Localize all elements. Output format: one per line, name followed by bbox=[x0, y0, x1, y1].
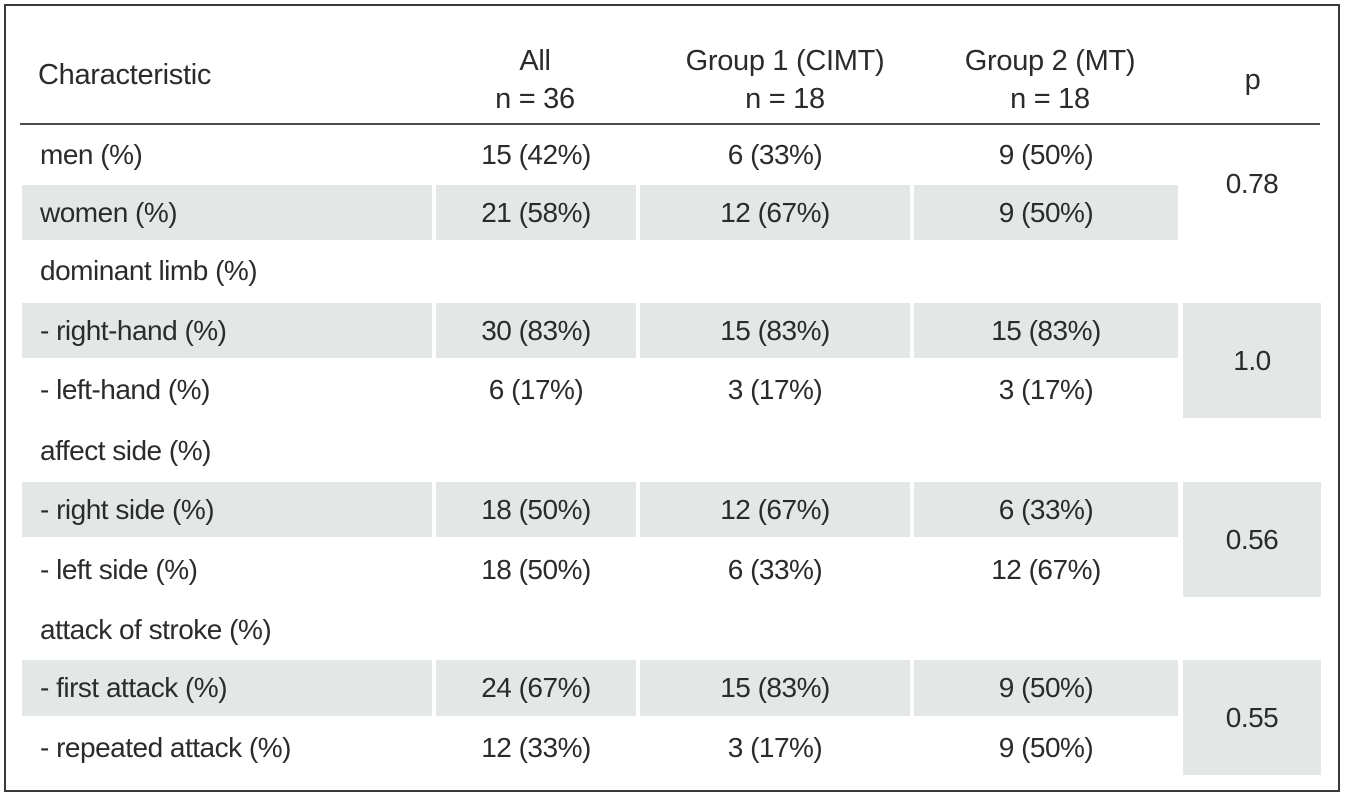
cell-group1: 12 (67%) bbox=[640, 482, 910, 537]
cell-all: 30 (83%) bbox=[436, 303, 636, 358]
cell-group1: 15 (83%) bbox=[640, 660, 910, 716]
cell-group2: 3 (17%) bbox=[998, 373, 1094, 405]
header-group2-title: Group 2 (MT) bbox=[964, 45, 1136, 77]
cell-group2: 9 (50%) bbox=[914, 185, 1178, 240]
header-p: p bbox=[1185, 40, 1320, 120]
cell-group1: 3 (17%) bbox=[727, 373, 823, 405]
header-group1-title: Group 1 (CIMT) bbox=[685, 45, 885, 77]
cell-group2: 6 (33%) bbox=[914, 482, 1178, 537]
cell-all: 18 (50%) bbox=[481, 553, 591, 585]
p-value: 0.55 bbox=[1183, 660, 1321, 775]
row-label: - left side (%) bbox=[40, 553, 198, 585]
row-label: women (%) bbox=[22, 185, 432, 240]
cell-group1: 12 (67%) bbox=[640, 185, 910, 240]
cell-group2: 9 (50%) bbox=[998, 731, 1094, 763]
cell-all: 12 (33%) bbox=[481, 731, 591, 763]
row-label: - first attack (%) bbox=[22, 660, 432, 716]
cell-group2: 9 (50%) bbox=[914, 660, 1178, 716]
cell-all: 15 (42%) bbox=[481, 138, 591, 170]
cell-all: 24 (67%) bbox=[436, 660, 636, 716]
cell-all: 18 (50%) bbox=[436, 482, 636, 537]
row-label: - left-hand (%) bbox=[40, 373, 210, 405]
row-label: men (%) bbox=[40, 138, 143, 170]
cell-group1: 15 (83%) bbox=[640, 303, 910, 358]
header-group2-n: n = 18 bbox=[1010, 83, 1090, 115]
cell-all: 6 (17%) bbox=[488, 373, 584, 405]
cell-group1: 6 (33%) bbox=[727, 138, 823, 170]
header-group2: Group 2 (MT) n = 18 bbox=[925, 40, 1175, 120]
p-value: 0.78 bbox=[1225, 167, 1279, 199]
header-all-n: n = 36 bbox=[495, 83, 575, 115]
cell-group2: 15 (83%) bbox=[914, 303, 1178, 358]
header-group1-n: n = 18 bbox=[745, 83, 825, 115]
row-label: affect side (%) bbox=[40, 434, 211, 466]
cell-group1: 3 (17%) bbox=[727, 731, 823, 763]
row-label: attack of stroke (%) bbox=[40, 613, 272, 645]
row-label: - repeated attack (%) bbox=[40, 731, 291, 763]
p-value: 1.0 bbox=[1183, 303, 1321, 418]
cell-all: 21 (58%) bbox=[436, 185, 636, 240]
header-characteristic-label: Characteristic bbox=[38, 59, 212, 91]
header-characteristic: Characteristic bbox=[20, 30, 440, 120]
header-group1: Group 1 (CIMT) n = 18 bbox=[660, 40, 910, 120]
header-all-title: All bbox=[519, 45, 551, 77]
header-p-label: p bbox=[1244, 64, 1261, 96]
cell-group2: 12 (67%) bbox=[991, 553, 1101, 585]
header-rule bbox=[20, 123, 1320, 125]
row-label: - right-hand (%) bbox=[22, 303, 432, 358]
header-all: All n = 36 bbox=[435, 40, 635, 120]
row-label: - right side (%) bbox=[22, 482, 432, 537]
cell-group2: 9 (50%) bbox=[998, 138, 1094, 170]
p-value: 0.56 bbox=[1183, 482, 1321, 597]
cell-group1: 6 (33%) bbox=[727, 553, 823, 585]
row-label: dominant limb (%) bbox=[40, 254, 258, 286]
